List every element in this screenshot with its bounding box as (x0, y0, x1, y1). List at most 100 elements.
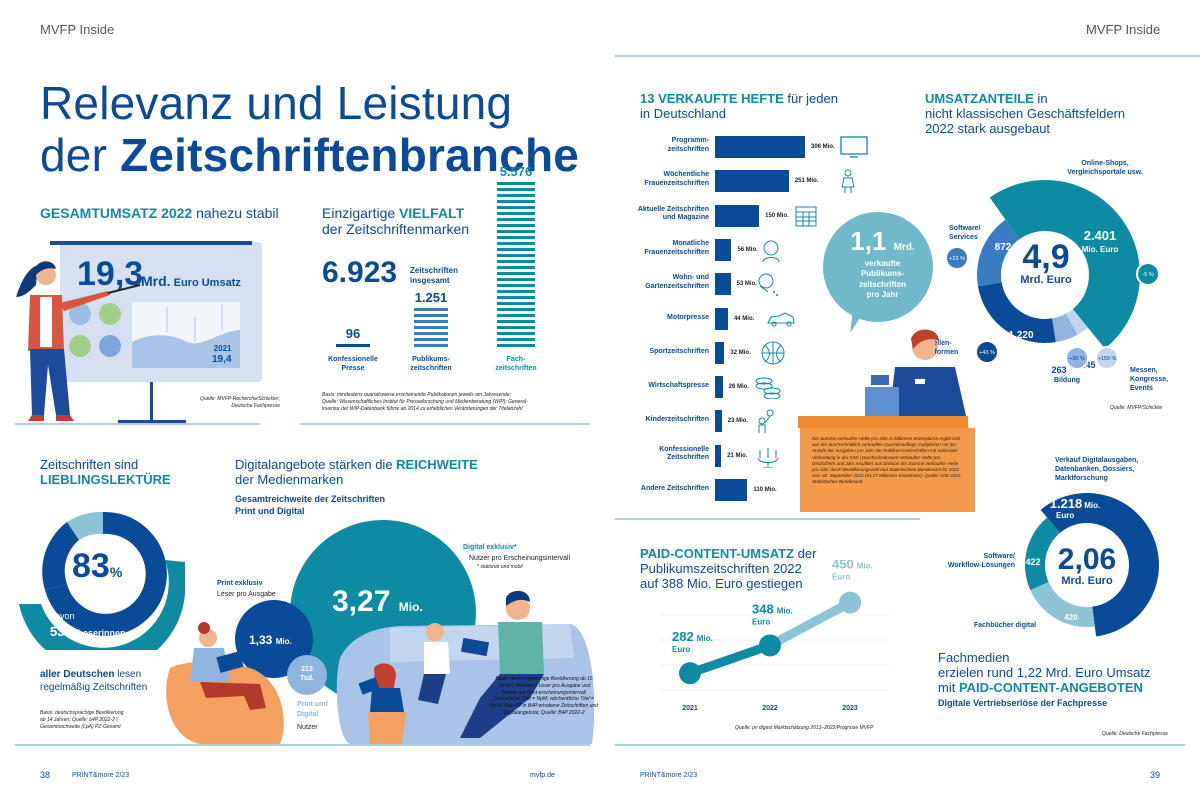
source-line: Basis: mindestens quartalsweise erschein… (322, 392, 511, 398)
title-line-2: der Zeitschriftenbranche (40, 128, 579, 182)
paid-content-source: Quelle: pv digest Marktschätzung 2013–20… (735, 725, 874, 731)
stripe (497, 266, 535, 269)
shop-counter (800, 428, 975, 512)
slice-unit2: Euro (1056, 511, 1074, 520)
stripe (497, 188, 535, 191)
subtitle-line: Print und Digital (235, 505, 305, 516)
slice-value-label: 420 (1064, 613, 1078, 622)
hefte-title-line2: in Deutschland (640, 105, 726, 121)
label-line: zeitschriften (667, 145, 709, 153)
lieblings-title-bold: LIEBLINGSLEKTÜRE (40, 471, 171, 487)
donut-navy-arc-2 (42, 522, 79, 590)
umsatzanteile-title-line3: 2022 stark ausgebaut (925, 120, 1051, 136)
bubble-unit: Mrd. (893, 242, 915, 253)
speech-bubble (823, 212, 933, 322)
area-chart-graphic (132, 304, 240, 368)
source-line: Gesamtreichweite (LpA) PZ-Gesamt (40, 723, 121, 730)
caption-line: Fachmedien (938, 650, 1010, 665)
gesamtumsatz-title-bold: GESAMTUMSATZ 2022 (40, 205, 193, 221)
vielfalt-label: Konfessionelle Presse (314, 355, 392, 373)
lieblings-title: Zeitschriften sind LIEBLINGSLEKTÜRE (40, 457, 171, 488)
change-badge (1095, 346, 1119, 370)
shop-counter-top (798, 416, 968, 428)
line-segment-actual (688, 641, 772, 678)
slice-value-label: 2.401 (1084, 228, 1117, 243)
bar (715, 307, 728, 330)
hefte-title: 13 VERKAUFTE HEFTE für jeden in Deutschl… (640, 91, 838, 122)
candelabra-icon (757, 447, 779, 468)
caption-sub: Digitale Vertriebserlöse der Fachpresse (938, 697, 1108, 708)
lieblings-value-unit: % (109, 564, 123, 580)
slice-unit: Mio. (1084, 501, 1100, 510)
umsatzanteile-center: 4,9 Mrd. Euro (1010, 240, 1082, 286)
change-badge (975, 340, 999, 364)
stripe (497, 200, 535, 203)
stripe (497, 314, 535, 317)
site-link[interactable]: mvfp.de (530, 772, 555, 779)
x-tick-label: 2021 (682, 705, 698, 712)
label-line: Konfessionelle (659, 445, 709, 453)
stripe (414, 314, 448, 317)
lieblings-sub-line: davon (50, 611, 75, 621)
bar-value-label: 53 Mio. (736, 281, 757, 288)
vielfalt-label: Fach-zeitschriften (475, 355, 557, 373)
reichweite-title-line2: der Medienmarken (235, 471, 344, 487)
data-label-unit2: Euro (832, 573, 850, 582)
bar-value-label: 26 Mio. (728, 384, 749, 391)
stripe-stack-1 (414, 308, 448, 347)
vielfalt-title-light: Einzigartige (322, 205, 400, 221)
donut-slice (977, 282, 1056, 343)
digital-sub: Nutzer pro Erscheinungsintervall (469, 554, 571, 562)
digital-exclusive-value: 3,27 Mio. (332, 585, 423, 619)
slice-value-label: 1.220 (1008, 330, 1033, 341)
caption-bold: PAID-CONTENT-ANGEBOTEN (958, 679, 1143, 695)
bar-category-label: Wirtschaftspresse (617, 382, 709, 391)
change-badge (1136, 262, 1160, 286)
stripe (497, 260, 535, 263)
slice-value-label: 145 (1080, 360, 1095, 370)
donut-navy-arc (45, 511, 167, 636)
bar (715, 204, 760, 227)
gesamtumsatz-title-rest: nahezu stabil (192, 205, 279, 221)
gesamtumsatz-title: GESAMTUMSATZ 2022 nahezu stabil (40, 205, 279, 221)
data-point (839, 591, 861, 614)
digital-note: * stationär und mobil (477, 564, 523, 570)
umsatzanteile-title: UMSATZANTEILE in nicht klassischen Gesch… (925, 91, 1125, 137)
slice-category-label: Workflow-Lösungen (948, 562, 1015, 569)
umsatzanteile-title-rest: in (1033, 91, 1048, 106)
label-line: Motorpresse (666, 313, 709, 321)
source-line: Quelle: Wissenschaftliches Institut für … (322, 398, 528, 405)
stripe (497, 308, 535, 311)
stripe (497, 254, 535, 257)
line-segment-forecast (767, 598, 853, 650)
source-line: inventur der WIP-Datenbank führte ab 201… (322, 405, 524, 412)
caption-bold: aller Deutschen (40, 669, 115, 680)
slice-category-label: Messen, (1130, 367, 1158, 374)
stripe (336, 344, 370, 347)
stripe (414, 338, 448, 341)
section-rule (300, 423, 590, 425)
stripe (414, 308, 448, 311)
title-light: der (40, 128, 121, 181)
bar (715, 410, 722, 433)
bar (715, 238, 732, 261)
x-tick-label: 2022 (762, 705, 778, 712)
tv-icon (840, 136, 868, 158)
slice-unit-label: Mio. Euro (1082, 245, 1119, 254)
bar-value-label: 32 Mio. (730, 349, 751, 356)
shop-clerk-illustration (865, 329, 967, 420)
female-pct: 53 (50, 623, 65, 639)
section-rule (615, 518, 920, 520)
stripe (497, 290, 535, 293)
vielfalt-title-line1: Einzigartige VIELFALT (322, 205, 469, 221)
presenter-woman-illustration (16, 261, 141, 421)
prev-value: 19,4 (212, 353, 232, 365)
stripe (497, 320, 535, 323)
label-line: Zeitschriften (666, 454, 709, 462)
fachmedien-source: Quelle: Deutsche Fachpresse (1102, 731, 1168, 737)
umsatzanteile-title-bold: UMSATZANTEILE (925, 91, 1034, 106)
lieblings-donut (19, 511, 185, 650)
bar-category-label: Monatliche Frauenzeitschriften (617, 240, 709, 258)
lieblings-source: Basis: deutschsprachige Bevölkerung ab 1… (40, 710, 123, 730)
